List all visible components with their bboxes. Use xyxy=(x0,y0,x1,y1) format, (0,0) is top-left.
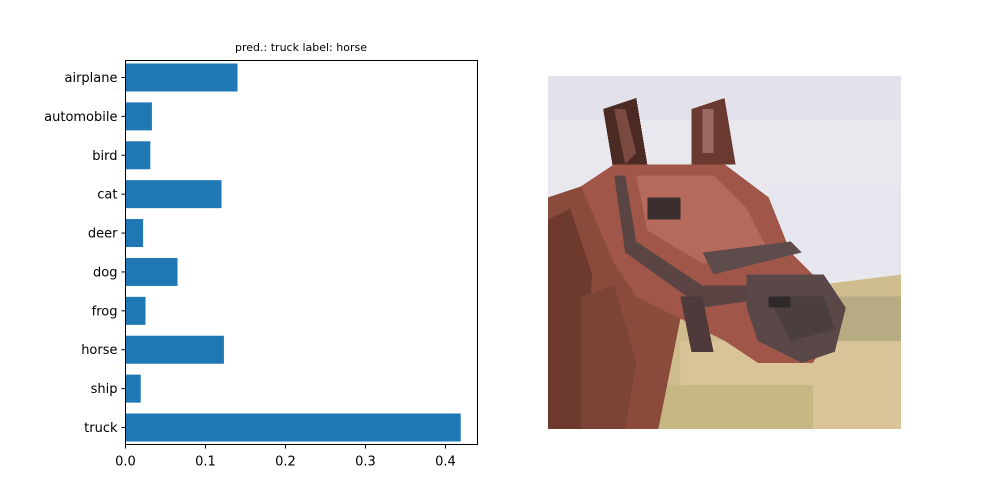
y-tick-label-bird: bird xyxy=(92,149,117,164)
y-tick-label-automobile: automobile xyxy=(44,110,117,125)
y-tick-label-deer: deer xyxy=(88,227,118,242)
bar-airplane xyxy=(125,63,238,92)
bar-automobile xyxy=(125,102,152,131)
y-tick-label-horse: horse xyxy=(81,343,117,358)
bar-deer xyxy=(125,219,144,248)
y-tick-label-airplane: airplane xyxy=(65,71,118,86)
y-tick-label-dog: dog xyxy=(93,265,117,280)
y-tick-label-truck: truck xyxy=(84,421,118,436)
bar-horse xyxy=(125,335,224,364)
bar-bird xyxy=(125,141,151,170)
y-tick-label-cat: cat xyxy=(97,188,117,203)
plot-frame xyxy=(125,60,478,445)
x-tick-label: 0.0 xyxy=(115,455,136,470)
y-tick-label-ship: ship xyxy=(91,382,118,397)
y-tick-label-frog: frog xyxy=(92,304,118,319)
bar-ship xyxy=(125,374,141,403)
bar-cat xyxy=(125,180,222,209)
x-tick-label: 0.3 xyxy=(355,455,376,470)
x-tick-label: 0.4 xyxy=(435,455,456,470)
bar-truck xyxy=(125,413,461,442)
horse-image xyxy=(548,76,901,429)
x-tick-label: 0.1 xyxy=(195,455,216,470)
x-tick-label: 0.2 xyxy=(275,455,296,470)
bar-dog xyxy=(125,257,178,286)
chart-title: pred.: truck label: horse xyxy=(235,41,367,54)
bar-frog xyxy=(125,296,146,325)
